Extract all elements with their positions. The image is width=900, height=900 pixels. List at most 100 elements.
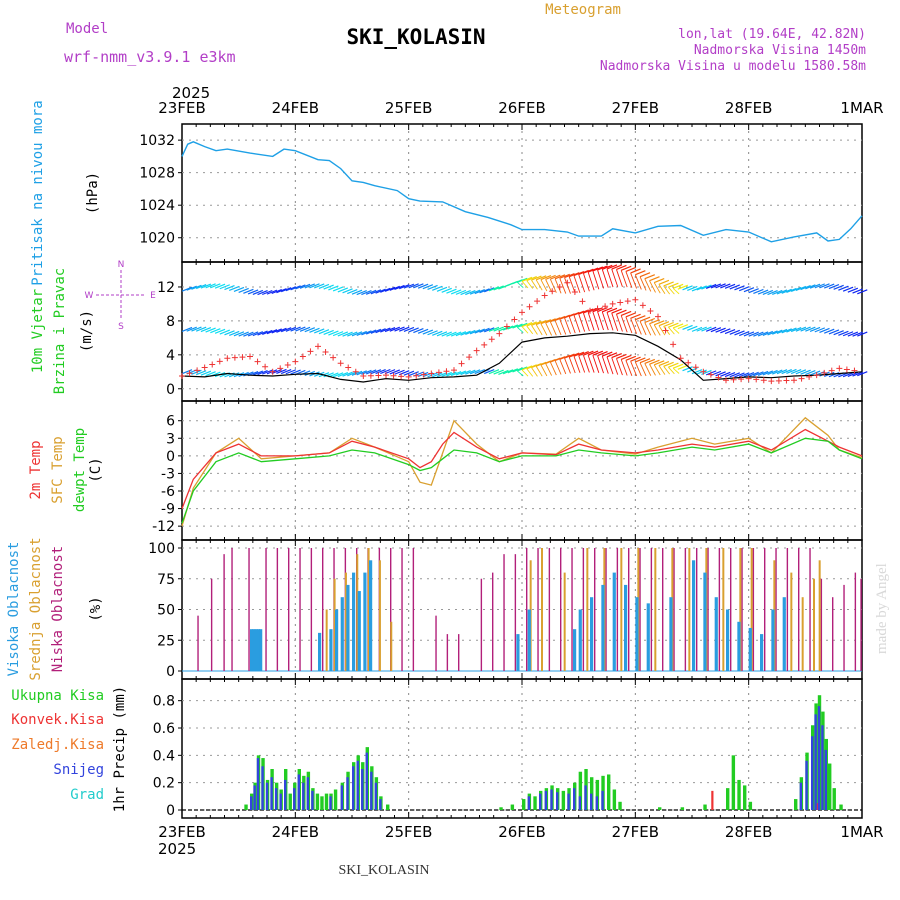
wind-barb xyxy=(280,327,292,333)
gust-cross xyxy=(360,373,367,380)
wind-barb xyxy=(573,310,585,316)
gust-cross xyxy=(367,372,374,379)
wind-barb xyxy=(559,273,571,279)
low-cloud-bar xyxy=(820,578,823,671)
wind-barb xyxy=(436,372,448,378)
wind-barb xyxy=(606,307,618,313)
x-tick-label-bottom: 23FEB xyxy=(158,823,205,841)
high-cloud-bar xyxy=(250,629,254,671)
gust-cross xyxy=(254,358,261,365)
wind-barb xyxy=(625,312,637,318)
gust-cross xyxy=(783,377,790,384)
gust-cross xyxy=(451,367,457,374)
wind-barb xyxy=(738,330,750,337)
gust-cross xyxy=(511,316,518,323)
temp-label: 2m Temp xyxy=(28,440,44,499)
wind-barb-tail xyxy=(616,269,623,287)
gust-cross xyxy=(594,305,601,312)
compass-e: E xyxy=(150,291,156,301)
wind-barb xyxy=(266,289,278,295)
wind-barb xyxy=(228,330,240,336)
gust-cross xyxy=(775,377,782,384)
wind-barb-tail xyxy=(606,268,614,288)
wind-barb xyxy=(375,328,386,334)
wind-barb xyxy=(828,329,840,335)
total-precip-bar xyxy=(832,788,836,810)
temp-2m-line xyxy=(181,428,863,509)
wind-barb xyxy=(262,289,273,296)
total-precip-bar xyxy=(522,799,526,810)
wind-barb xyxy=(753,371,764,377)
wind-barb xyxy=(219,284,231,290)
wind-barb xyxy=(469,329,481,335)
wind-barb xyxy=(705,326,717,332)
mid-cloud-bar xyxy=(586,548,589,671)
high-cloud-bar xyxy=(692,560,696,671)
wind-barb-tail xyxy=(672,327,680,334)
gust-cross xyxy=(413,372,420,379)
wind-barb xyxy=(672,283,684,289)
wind-barb xyxy=(535,320,547,326)
gust-cross xyxy=(564,279,571,286)
gust-cross xyxy=(390,372,397,379)
wind-barb xyxy=(465,289,476,296)
wind-barb-tail xyxy=(601,269,609,288)
high-cloud-bar xyxy=(601,584,605,671)
wind-barb-tail xyxy=(559,319,567,335)
wind-barb xyxy=(616,309,627,315)
wind-barb xyxy=(635,357,646,363)
snow-bar xyxy=(256,758,260,810)
mid-cloud-bar xyxy=(722,548,725,671)
y-tick-label: 1028 xyxy=(139,166,175,182)
wind-barb xyxy=(446,288,457,294)
wind-barb xyxy=(625,355,637,361)
wind-barb xyxy=(672,323,684,329)
total-precip-bar xyxy=(595,779,600,810)
wind-barb xyxy=(181,369,193,375)
wind-barb xyxy=(205,371,216,377)
wind-barb-tail xyxy=(597,355,604,374)
wind-barb xyxy=(214,283,226,289)
low-cloud-bar xyxy=(401,548,403,671)
wind-barb-tail xyxy=(564,317,571,335)
high-cloud-bar xyxy=(748,627,752,671)
snow-bar xyxy=(346,777,349,810)
wind-barb xyxy=(200,283,212,289)
wind-barb-tail xyxy=(582,312,590,332)
snow-bar xyxy=(356,760,359,810)
low-cloud-bar xyxy=(248,548,250,671)
wind-barb xyxy=(441,371,452,377)
low-cloud-bar xyxy=(786,548,789,671)
wind-barb-tail xyxy=(668,286,675,295)
high-cloud-bar xyxy=(590,597,594,671)
low-cloud-bar xyxy=(560,548,562,671)
wind-barb xyxy=(814,327,826,333)
model-label: Model xyxy=(66,21,108,37)
high-cloud-bar xyxy=(357,591,361,671)
gust-cross xyxy=(556,283,563,290)
wind-barb xyxy=(559,354,571,360)
wind-barb xyxy=(753,331,764,337)
wind-barb xyxy=(309,327,320,333)
wind-barb xyxy=(351,289,363,295)
low-cloud-bar xyxy=(628,548,630,671)
wind-barb xyxy=(724,283,736,289)
high-cloud-bar xyxy=(573,629,577,671)
wind-barb xyxy=(266,329,278,335)
gust-cross xyxy=(337,360,344,367)
mid-cloud-bar xyxy=(750,548,753,671)
wind-barb xyxy=(649,359,660,365)
wind-barb-tail xyxy=(535,324,543,336)
wind-barb xyxy=(427,372,438,378)
wind-barb xyxy=(701,326,712,332)
wind-barb xyxy=(474,328,486,334)
wind-barb xyxy=(398,284,410,290)
snow-bar xyxy=(817,706,821,810)
total-precip-bar xyxy=(748,801,753,810)
wind-barb xyxy=(573,351,585,357)
low-cloud-bar xyxy=(582,548,585,671)
gust-cross xyxy=(405,373,412,380)
snow-bar xyxy=(265,782,269,810)
x-tick-label-bottom: 25FEB xyxy=(385,823,432,841)
gust-cross xyxy=(209,361,216,368)
